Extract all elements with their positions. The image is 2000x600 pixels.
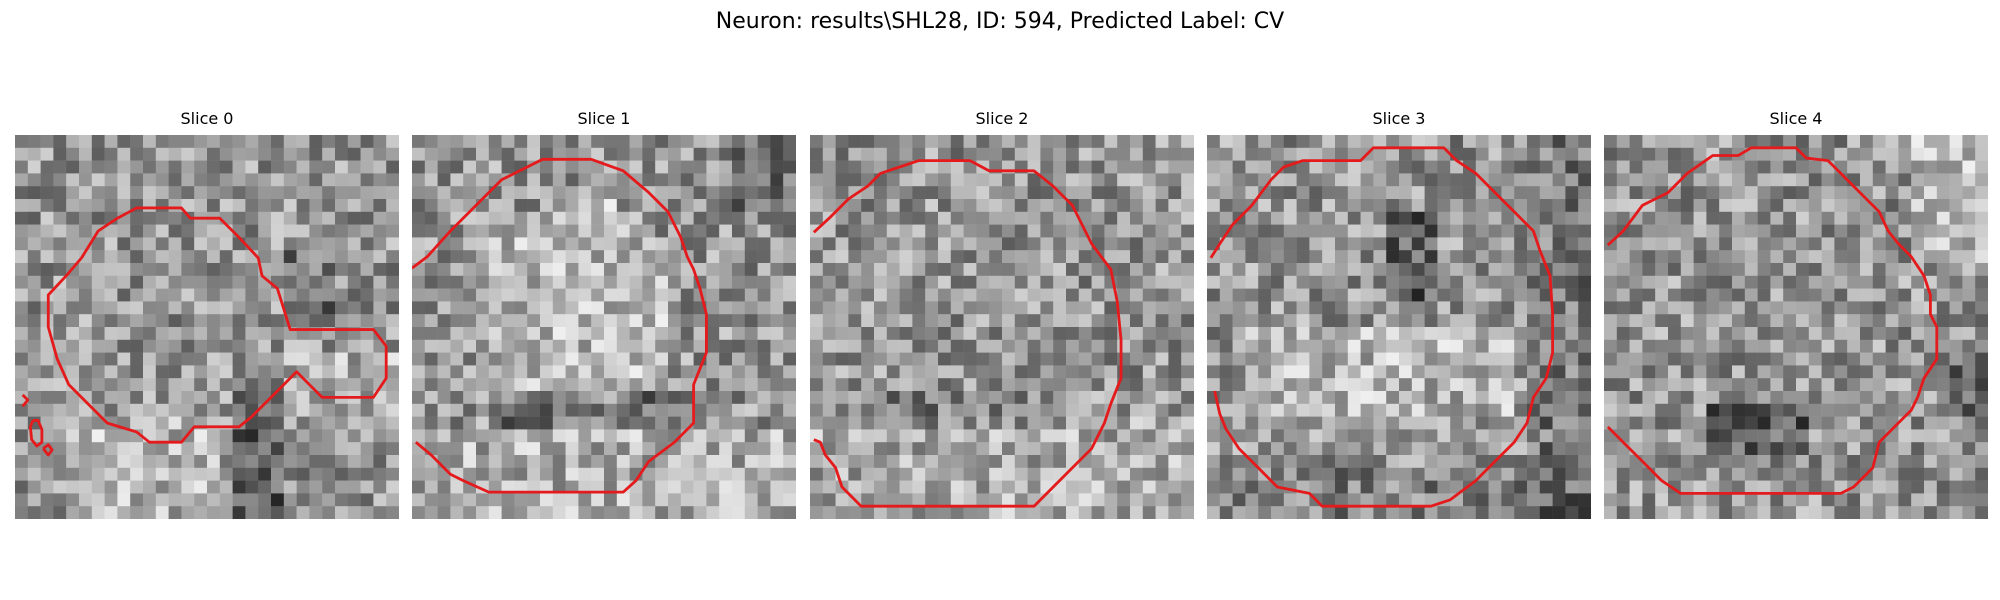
slice-image [15, 135, 399, 519]
slice-title: Slice 4 [1769, 109, 1823, 128]
segmentation-contour [1209, 146, 1555, 508]
slice-image [1207, 135, 1591, 519]
segmentation-contour [812, 159, 1123, 508]
slice-image [1604, 135, 1988, 519]
segmentation-contour [28, 419, 44, 448]
slice-panel-2: Slice 2 [810, 108, 1194, 519]
slice-image [810, 135, 1194, 519]
slice-title: Slice 0 [180, 109, 234, 128]
segmentation-contour [42, 443, 54, 457]
segmentation-contour [46, 206, 388, 444]
segmentation-contour [1606, 146, 1939, 495]
segmentation-contour [412, 157, 708, 494]
slice-panel-1: Slice 1 [412, 108, 796, 519]
slice-title: Slice 1 [577, 109, 631, 128]
slice-panel-4: Slice 4 [1604, 108, 1988, 519]
slice-image [412, 135, 796, 519]
figure-title: Neuron: results\SHL28, ID: 594, Predicte… [715, 9, 1285, 34]
slice-title: Slice 2 [975, 109, 1029, 128]
slice-panel-0: Slice 0 [15, 108, 399, 519]
slice-panel-3: Slice 3 [1207, 108, 1591, 519]
segmentation-contour [21, 393, 30, 408]
slice-title: Slice 3 [1372, 109, 1426, 128]
